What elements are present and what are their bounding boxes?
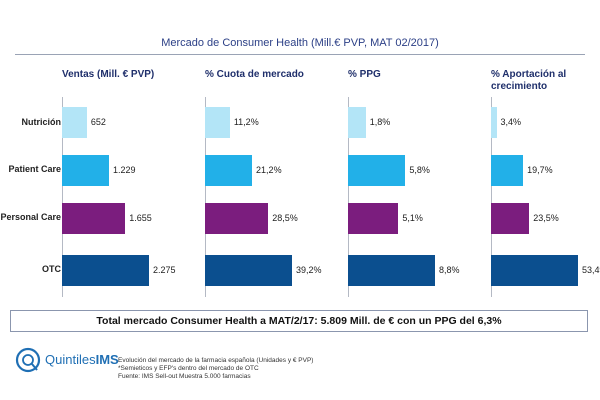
bar-0-3 (62, 255, 149, 286)
row-label-otc: OTC (42, 264, 61, 274)
panel-axis-ventas (62, 97, 63, 297)
bar-3-2 (491, 203, 530, 234)
data-label-1-2: 28,5% (272, 212, 298, 223)
panel-axis-aportacion (491, 97, 492, 297)
chart-title: Mercado de Consumer Health (Mill.€ PVP, … (161, 37, 439, 49)
bar-0-2 (62, 203, 126, 234)
panel-axis-ppg (348, 97, 349, 297)
bar-2-0 (348, 107, 366, 138)
bar-0-0 (62, 107, 87, 138)
bar-2-3 (348, 255, 435, 286)
row-label-personal-care: Personal Care (0, 212, 61, 222)
data-label-1-1: 21,2% (256, 164, 282, 175)
data-label-2-1: 5,8% (409, 164, 430, 175)
row-label-nutricion: Nutrición (21, 117, 62, 127)
logo-text-light: Quintiles (45, 352, 96, 367)
bar-0-1 (62, 155, 109, 186)
data-label-2-2: 5,1% (402, 212, 423, 223)
title-divider (15, 54, 585, 55)
data-label-1-3: 39,2% (296, 264, 322, 275)
panel-header-cuota: % Cuota de mercado (205, 69, 304, 80)
data-label-3-1: 19,7% (527, 164, 553, 175)
panel-header-aportacion: % Aportación al crecimiento (491, 69, 567, 92)
panel-header-ventas: Ventas (Mill. € PVP) (62, 69, 155, 80)
footnote-line: Evolución del mercado de la farmacia esp… (118, 357, 314, 364)
bar-3-3 (491, 255, 578, 286)
data-label-3-3: 53,4% (582, 264, 600, 275)
data-label-0-3: 2.275 (153, 264, 176, 275)
panel-header-ppg: % PPG (348, 69, 381, 80)
bar-3-1 (491, 155, 524, 186)
bar-1-1 (205, 155, 253, 186)
footnotes: Evolución del mercado de la farmacia esp… (118, 357, 313, 381)
panel-axis-cuota (205, 97, 206, 297)
logo-text: QuintilesIMS (45, 352, 119, 367)
bar-1-3 (205, 255, 292, 286)
footnote-line: Fuente: IMS Sell-out Muestra 5.000 farma… (118, 373, 251, 380)
data-label-2-3: 8,8% (439, 264, 460, 275)
data-label-0-1: 1.229 (112, 164, 136, 175)
data-label-0-2: 1.655 (129, 212, 152, 223)
bar-1-2 (205, 203, 269, 234)
footnote-line: *Semieticos y EFP's dentro del mercado d… (118, 365, 259, 372)
logo-text-bold: IMS (95, 352, 119, 367)
data-label-1-0: 11,2% (233, 116, 259, 127)
total-market-summary: Total mercado Consumer Health a MAT/2/17… (10, 310, 588, 332)
bar-3-0 (491, 107, 497, 138)
data-label-3-0: 3,4% (500, 116, 522, 127)
data-label-0-0: 652 (90, 116, 106, 127)
bar-2-1 (348, 155, 406, 186)
bar-1-0 (205, 107, 230, 138)
row-label-patient-care: Patient Care (8, 164, 61, 174)
bar-2-2 (348, 203, 399, 234)
data-label-3-2: 23,5% (533, 212, 559, 223)
data-label-2-0: 1,8% (369, 116, 391, 127)
logo-mark-icon (15, 347, 41, 373)
